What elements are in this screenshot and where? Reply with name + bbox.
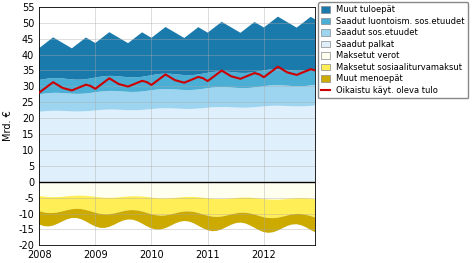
Y-axis label: Mrd. €: Mrd. € [3, 111, 13, 141]
Legend: Muut tuloeрät, Saadut luontoism. sos.etuudet, Saadut sos.etuudet, Saadut palkat,: Muut tuloeрät, Saadut luontoism. sos.etu… [318, 2, 468, 98]
